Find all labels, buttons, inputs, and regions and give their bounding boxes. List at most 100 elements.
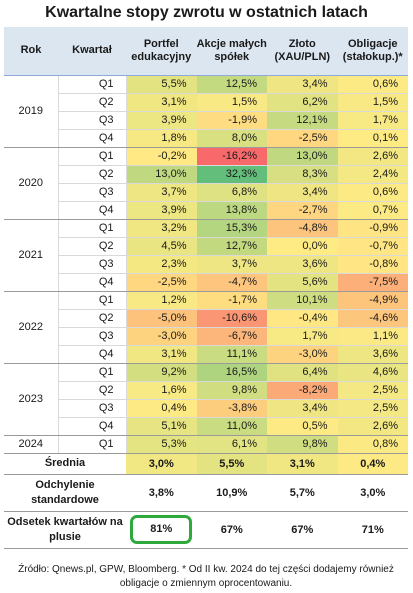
- value-cell: 1,2%: [126, 291, 197, 310]
- summary-value: 81%: [126, 511, 197, 549]
- header-kwartal: Kwartał: [58, 27, 126, 76]
- table-row: Q3 3,9% -1,9% 12,1% 1,7%: [4, 111, 408, 130]
- table-row: Q2 1,6% 9,8% -8,2% 2,5%: [4, 381, 408, 400]
- table-row: Q4 3,1% 11,1% -3,0% 3,6%: [4, 345, 408, 364]
- quarter-cell: Q1: [58, 291, 127, 310]
- quarter-cell: Q2: [58, 381, 127, 400]
- value-cell: 4,5%: [126, 237, 197, 256]
- value-cell: 0,4%: [126, 399, 197, 418]
- value-cell: -0,2%: [126, 147, 197, 166]
- value-cell: 3,4%: [267, 75, 338, 94]
- value-cell: -0,9%: [337, 219, 408, 238]
- summary-row: Średnia 3,0% 5,5% 3,1% 0,4%: [4, 453, 408, 475]
- table-row: Q4 -2,5% -4,7% 5,6% -7,5%: [4, 273, 408, 292]
- value-cell: -4,9%: [337, 291, 408, 310]
- quarter-cell: Q2: [58, 165, 127, 184]
- value-cell: 2,6%: [337, 417, 408, 436]
- summary-value: 71%: [337, 511, 408, 549]
- value-cell: -4,6%: [337, 309, 408, 328]
- quarter-cell: Q3: [58, 255, 127, 274]
- quarter-cell: Q4: [58, 129, 127, 148]
- value-cell: 13,8%: [196, 201, 267, 220]
- value-cell: 8,0%: [196, 129, 267, 148]
- value-cell: 3,1%: [126, 345, 197, 364]
- header-akcje: Akcje małych spółek: [196, 27, 267, 76]
- value-cell: 16,5%: [196, 363, 267, 382]
- summary-value: 10,9%: [196, 474, 267, 512]
- value-cell: 6,8%: [196, 183, 267, 202]
- quarter-cell: Q3: [58, 111, 127, 130]
- value-cell: 4,6%: [337, 363, 408, 382]
- value-cell: 12,7%: [196, 237, 267, 256]
- value-cell: 2,5%: [337, 399, 408, 418]
- value-cell: 32,3%: [196, 165, 267, 184]
- summary-label: Odsetek kwartałów na plusie: [4, 511, 126, 549]
- summary-value: 5,5%: [196, 453, 267, 475]
- value-cell: -7,5%: [337, 273, 408, 292]
- table-row: 2019 Q1 5,5% 12,5% 3,4% 0,6%: [4, 75, 408, 148]
- value-cell: 3,9%: [126, 201, 197, 220]
- value-cell: -16,2%: [196, 147, 267, 166]
- summary-value: 3,0%: [337, 474, 408, 512]
- value-cell: 5,5%: [126, 75, 197, 94]
- table-row: 2022 Q1 1,2% -1,7% 10,1% -4,9%: [4, 291, 408, 364]
- table-row: Q4 1,8% 8,0% -2,5% 0,1%: [4, 129, 408, 148]
- summary-value: 0,4%: [337, 453, 408, 475]
- value-cell: 6,1%: [196, 435, 267, 454]
- table-row: Q4 3,9% 13,8% -2,7% 0,7%: [4, 201, 408, 220]
- value-cell: 5,6%: [267, 273, 338, 292]
- value-cell: 2,3%: [126, 255, 197, 274]
- value-cell: 0,7%: [337, 201, 408, 220]
- table-row: 2023 Q1 9,2% 16,5% 6,4% 4,6%: [4, 363, 408, 436]
- value-cell: 3,1%: [126, 93, 197, 112]
- page-title: Kwartalne stopy zwrotu w ostatnich latac…: [45, 4, 368, 21]
- value-cell: 1,5%: [196, 93, 267, 112]
- quarter-cell: Q1: [58, 147, 127, 166]
- value-cell: -0,8%: [337, 255, 408, 274]
- value-cell: 11,1%: [196, 345, 267, 364]
- summary-label: Średnia: [4, 453, 126, 475]
- value-cell: 2,5%: [337, 381, 408, 400]
- quarter-cell: Q2: [58, 93, 127, 112]
- value-cell: -2,5%: [126, 273, 197, 292]
- value-cell: 1,7%: [267, 327, 338, 346]
- value-cell: 9,8%: [196, 381, 267, 400]
- header-row: Rok Kwartał Portfel edukacyjny Akcje mał…: [4, 27, 408, 76]
- table-row: Q2 -5,0% -10,6% -0,4% -4,6%: [4, 309, 408, 328]
- table-row: Q3 -3,0% -6,7% 1,7% 1,1%: [4, 327, 408, 346]
- table-row: Q2 3,1% 1,5% 6,2% 1,5%: [4, 93, 408, 112]
- summary-value: 3,0%: [126, 453, 197, 475]
- value-cell: -2,7%: [267, 201, 338, 220]
- year-cell: 2024: [4, 435, 59, 454]
- value-cell: 0,6%: [337, 183, 408, 202]
- value-cell: 5,3%: [126, 435, 197, 454]
- value-cell: -10,6%: [196, 309, 267, 328]
- table-row: Q2 13,0% 32,3% 8,3% 2,4%: [4, 165, 408, 184]
- quarter-cell: Q2: [58, 309, 127, 328]
- value-cell: 3,4%: [267, 183, 338, 202]
- table-row: 2024 Q1 5,3% 6,1% 9,8% 0,8%: [4, 435, 408, 454]
- value-cell: 1,7%: [337, 111, 408, 130]
- table-row: 2020 Q1 -0,2% -16,2% 13,0% 2,6%: [4, 147, 408, 220]
- value-cell: -2,5%: [267, 129, 338, 148]
- value-cell: 2,4%: [337, 165, 408, 184]
- year-cell: 2020: [4, 147, 59, 220]
- value-cell: 1,1%: [337, 327, 408, 346]
- summary-row: Odsetek kwartałów na plusie 81% 67% 67% 71%: [4, 511, 408, 549]
- value-cell: -3,0%: [126, 327, 197, 346]
- summary-label: Odchylenie standardowe: [4, 474, 126, 512]
- value-cell: 13,0%: [267, 147, 338, 166]
- value-cell: -5,0%: [126, 309, 197, 328]
- value-cell: 9,2%: [126, 363, 197, 382]
- quarter-cell: Q4: [58, 345, 127, 364]
- table-row: Q2 4,5% 12,7% 0,0% -0,7%: [4, 237, 408, 256]
- value-cell: 3,4%: [267, 399, 338, 418]
- value-cell: 3,2%: [126, 219, 197, 238]
- source-note: Źródło: Qnews.pl, GPW, Bloomberg. * Od I…: [18, 564, 394, 589]
- value-cell: -3,0%: [267, 345, 338, 364]
- quarter-cell: Q3: [58, 183, 127, 202]
- value-cell: -4,7%: [196, 273, 267, 292]
- summary-value: 5,7%: [267, 474, 338, 512]
- header-rok: Rok: [4, 27, 58, 76]
- quarter-cell: Q3: [58, 327, 127, 346]
